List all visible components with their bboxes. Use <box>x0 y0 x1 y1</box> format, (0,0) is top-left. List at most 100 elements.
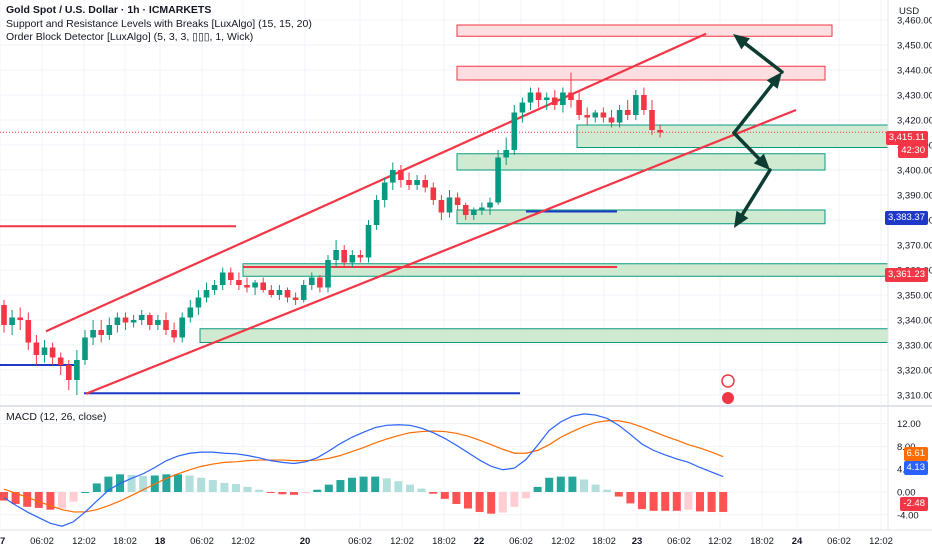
macd-histogram-bar <box>174 474 182 492</box>
macd-histogram-bar <box>220 482 229 492</box>
candle-body <box>365 225 372 258</box>
order-block-indicator-legend[interactable]: Order Block Detector [LuxAlgo] (5, 3, 3,… <box>6 31 254 43</box>
macd-histogram-bar <box>278 492 287 495</box>
candle-body <box>82 337 88 360</box>
candle-body <box>406 180 412 185</box>
macd-histogram-bar <box>382 478 391 492</box>
candle-body <box>66 365 72 380</box>
candle-body <box>122 317 129 323</box>
macd-histogram-bar <box>58 492 66 509</box>
price-tick-label: 3,420.00 <box>897 116 932 127</box>
macd-line <box>3 413 724 527</box>
time-tick-label: 06:02 <box>30 536 54 547</box>
time-tick-label: 06:02 <box>509 536 533 547</box>
macd-histogram-bar <box>707 492 716 512</box>
candle-body <box>438 200 445 213</box>
support-order-block <box>456 153 826 171</box>
candle-body <box>616 110 623 123</box>
macd-histogram <box>0 474 728 514</box>
macd-histogram-bar <box>672 492 681 511</box>
candle-body <box>487 202 493 208</box>
candle-body <box>309 277 315 285</box>
candle-body <box>341 250 347 263</box>
price-tick-label: 3,310.00 <box>897 391 932 402</box>
price-tick-label: 3,400.00 <box>897 166 932 177</box>
candle-body <box>33 342 40 355</box>
support-order-block <box>199 328 889 343</box>
macd-tick-label: 12.00 <box>897 419 921 430</box>
candle-body <box>519 102 526 113</box>
candle-body <box>98 330 104 335</box>
macd-histogram-bar <box>603 489 612 492</box>
candle-body <box>568 92 574 100</box>
macd-histogram-bar <box>638 492 646 510</box>
candle-body <box>479 207 485 210</box>
candle-body <box>414 180 420 185</box>
candle-body <box>560 92 566 105</box>
macd-tick-label: 0.00 <box>897 488 916 499</box>
time-tick-label: 22 <box>474 536 485 547</box>
price-tick-label: 3,390.00 <box>897 191 932 202</box>
macd-histogram-bar <box>34 492 43 508</box>
macd-histogram-bar <box>510 492 519 507</box>
macd-legend[interactable]: MACD (12, 26, close) <box>6 411 107 423</box>
macd-histogram-bar <box>464 492 472 509</box>
candle-body <box>527 92 534 103</box>
signal-line <box>3 420 724 513</box>
macd-histogram-bar <box>301 492 310 494</box>
macd-histogram-bar <box>371 476 380 492</box>
macd-histogram-bar <box>139 476 148 492</box>
candle-body <box>284 290 291 298</box>
candles <box>1 72 663 395</box>
candle-body <box>349 255 356 263</box>
candle-body <box>292 297 299 300</box>
macd-histogram-bar <box>406 484 414 492</box>
candle-body <box>535 92 542 100</box>
time-tick-label: 18:02 <box>750 536 774 547</box>
time-tick-label: 18:02 <box>432 536 456 547</box>
candle-body <box>74 360 80 380</box>
support-order-block <box>242 263 889 277</box>
candle-body <box>219 272 226 285</box>
candle-body <box>657 130 663 133</box>
annotation-arrow-shaft <box>732 131 761 161</box>
support-order-block <box>456 209 826 225</box>
alert-icon <box>721 374 735 388</box>
time-tick-label: 24 <box>792 536 803 547</box>
candle-body <box>624 110 631 115</box>
candle-body <box>325 260 331 288</box>
time-tick-label: 23 <box>632 536 643 547</box>
red-level-price-label: 3,361.23 <box>885 268 928 282</box>
annotation-arrow-shaft <box>743 42 784 74</box>
currency-label: USD <box>899 6 919 17</box>
time-tick-label: 18:02 <box>113 536 137 547</box>
macd-histogram-bar <box>232 484 240 492</box>
channel-upper-line <box>45 32 707 333</box>
annotation-arrow-head <box>734 210 749 228</box>
price-tick-label: 3,330.00 <box>897 341 932 352</box>
macd-histogram-bar <box>23 492 32 507</box>
time-tick-label: 12:02 <box>869 536 893 547</box>
macd-histogram-bar <box>185 475 194 492</box>
signal-value-label: 4.13 <box>903 461 928 475</box>
sr-indicator-legend[interactable]: Support and Resistance Levels with Break… <box>6 18 312 30</box>
time-tick-label: 12:02 <box>708 536 732 547</box>
time-tick-label: 18 <box>155 536 166 547</box>
symbol-legend[interactable]: Gold Spot / U.S. Dollar · 1h · ICMARKETS <box>6 4 212 16</box>
candle-body <box>552 97 558 105</box>
price-tick-label: 3,320.00 <box>897 366 932 377</box>
macd-histogram-bar <box>313 489 322 492</box>
annotation-arrow-shaft <box>740 168 772 217</box>
price-tick-label: 3,370.00 <box>897 241 932 252</box>
candle-body <box>422 180 428 188</box>
macd-histogram-bar <box>568 476 577 492</box>
time-tick-label: 12:02 <box>551 536 575 547</box>
candle-body <box>179 317 185 338</box>
candle-body <box>114 317 121 325</box>
candle-body <box>300 285 307 300</box>
candle-body <box>381 182 388 200</box>
candle-body <box>430 187 437 200</box>
candle-body <box>260 282 266 290</box>
macd-histogram-bar <box>452 492 461 504</box>
